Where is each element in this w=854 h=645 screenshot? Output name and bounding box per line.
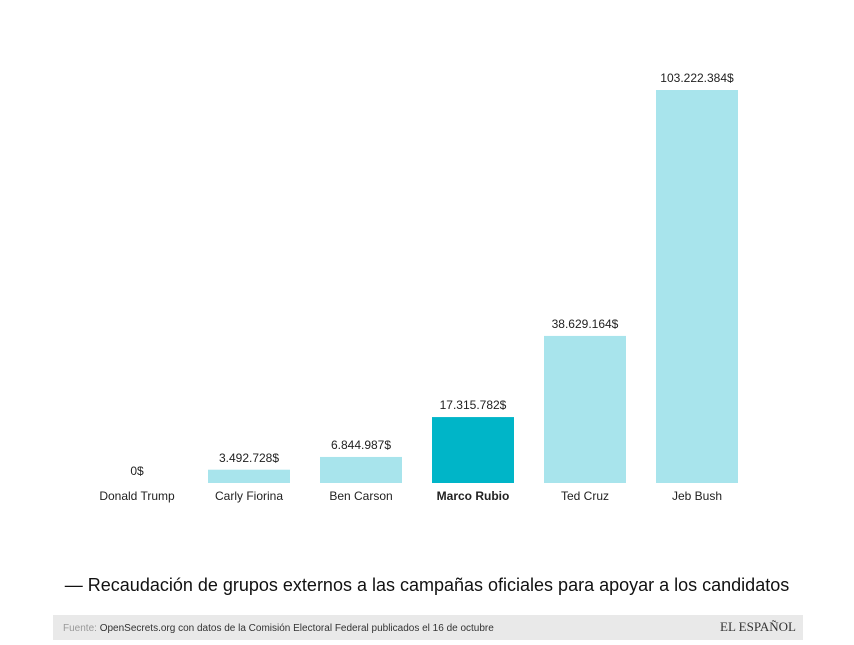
value-label: 17.315.782$ xyxy=(440,398,507,412)
source-label: Fuente: xyxy=(63,623,97,634)
value-label: 6.844.987$ xyxy=(331,438,391,452)
bar xyxy=(656,90,738,483)
bar xyxy=(208,469,290,483)
logo: EL ESPAÑOL xyxy=(720,619,796,634)
x-tick-label: Marco Rubio xyxy=(437,489,510,503)
value-label: 38.629.164$ xyxy=(552,317,619,331)
bar xyxy=(544,335,626,483)
source: Fuente: OpenSecrets.org con datos de la … xyxy=(63,623,494,634)
x-tick-label: Carly Fiorina xyxy=(215,489,283,503)
bar xyxy=(320,456,402,483)
source-text: OpenSecrets.org con datos de la Comisión… xyxy=(100,623,495,634)
caption: — Recaudación de grupos externos a las c… xyxy=(65,575,789,595)
bar xyxy=(432,417,514,483)
value-label: 0$ xyxy=(130,464,144,478)
x-tick-label: Ben Carson xyxy=(329,489,392,503)
x-tick-label: Ted Cruz xyxy=(561,489,609,503)
x-tick-label: Donald Trump xyxy=(99,489,175,503)
value-label: 103.222.384$ xyxy=(660,71,734,85)
x-tick-label: Jeb Bush xyxy=(672,489,722,503)
value-label: 3.492.728$ xyxy=(219,451,279,465)
footer-band xyxy=(53,615,803,640)
